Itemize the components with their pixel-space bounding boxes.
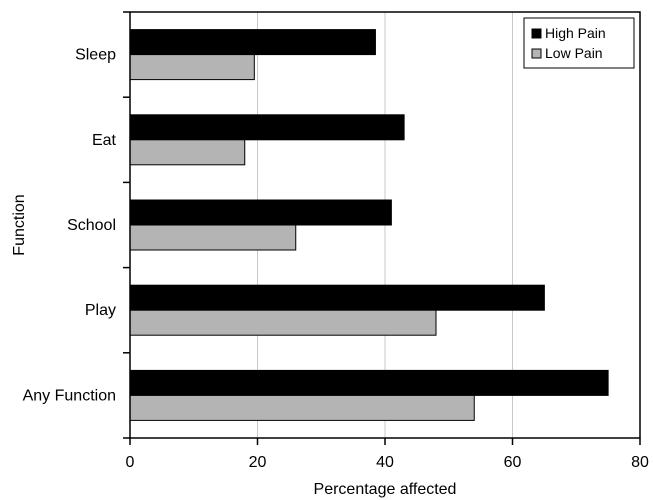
x-axis-title: Percentage affected — [314, 481, 457, 498]
bar-low-pain-eat — [129, 139, 246, 166]
x-axis-ticks: 0 20 40 60 80 — [126, 438, 649, 471]
x-tick-label: 40 — [376, 454, 394, 471]
y-tick-label-school: School — [67, 217, 116, 234]
x-tick-label: 80 — [631, 454, 649, 471]
legend-label-high-pain: High Pain — [545, 25, 606, 41]
bar-low-pain-school — [129, 224, 297, 251]
bar-high-pain-sleep — [129, 29, 376, 56]
x-tick-label: 60 — [504, 454, 522, 471]
legend-swatch-high-pain — [531, 28, 542, 39]
bar-low-pain-sleep — [129, 54, 255, 81]
x-tick-label: 20 — [249, 454, 267, 471]
y-tick-label-sleep: Sleep — [75, 47, 116, 64]
y-tick-label-any-function: Any Function — [23, 387, 116, 404]
y-axis-title: Function — [11, 194, 28, 255]
bar-high-pain-eat — [129, 114, 405, 141]
bar-high-pain-play — [129, 284, 545, 311]
bar-high-pain-any-function — [129, 369, 609, 396]
y-axis-ticks: Sleep Eat School Play Any Function — [23, 11, 130, 439]
y-tick-label-eat: Eat — [92, 132, 117, 149]
legend: High Pain Low Pain — [523, 17, 635, 69]
bar-low-pain-any-function — [129, 394, 475, 421]
legend-label-low-pain: Low Pain — [545, 45, 603, 61]
legend-swatch-low-pain — [531, 48, 542, 59]
y-tick-label-play: Play — [85, 302, 116, 319]
bars — [129, 29, 609, 421]
legend-box — [523, 17, 635, 69]
bar-high-pain-school — [129, 199, 392, 226]
x-tick-label: 0 — [126, 454, 135, 471]
bar-low-pain-play — [129, 309, 437, 336]
